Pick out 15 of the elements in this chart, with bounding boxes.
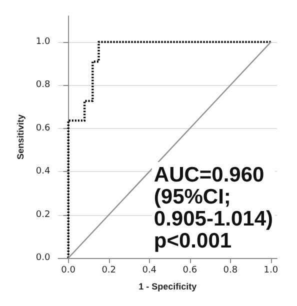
y-tick-label: 0.0 <box>36 253 50 263</box>
x-tick-label: 0.2 <box>102 266 116 276</box>
x-tick-label: 0.0 <box>61 266 76 276</box>
x-tick-label: 0.6 <box>182 266 198 276</box>
y-tick-label: 0.6 <box>36 123 50 134</box>
y-tick-label: 0.2 <box>36 210 50 220</box>
y-tick-label: 0.4 <box>36 166 50 177</box>
x-tick-label: 1.0 <box>264 266 278 276</box>
annotation: AUC=0.960 (95%CI; 0.905-1.014) p<0.001 <box>154 164 274 252</box>
x-axis-title: 1 - Specificity <box>138 282 197 292</box>
y-tick-label: 1.0 <box>36 36 50 47</box>
x-tick-label: 0.8 <box>223 266 238 276</box>
y-axis-title: Sensitivity <box>16 114 26 160</box>
x-tick-label: 0.4 <box>142 266 157 276</box>
y-tick-label: 0.8 <box>36 80 50 90</box>
